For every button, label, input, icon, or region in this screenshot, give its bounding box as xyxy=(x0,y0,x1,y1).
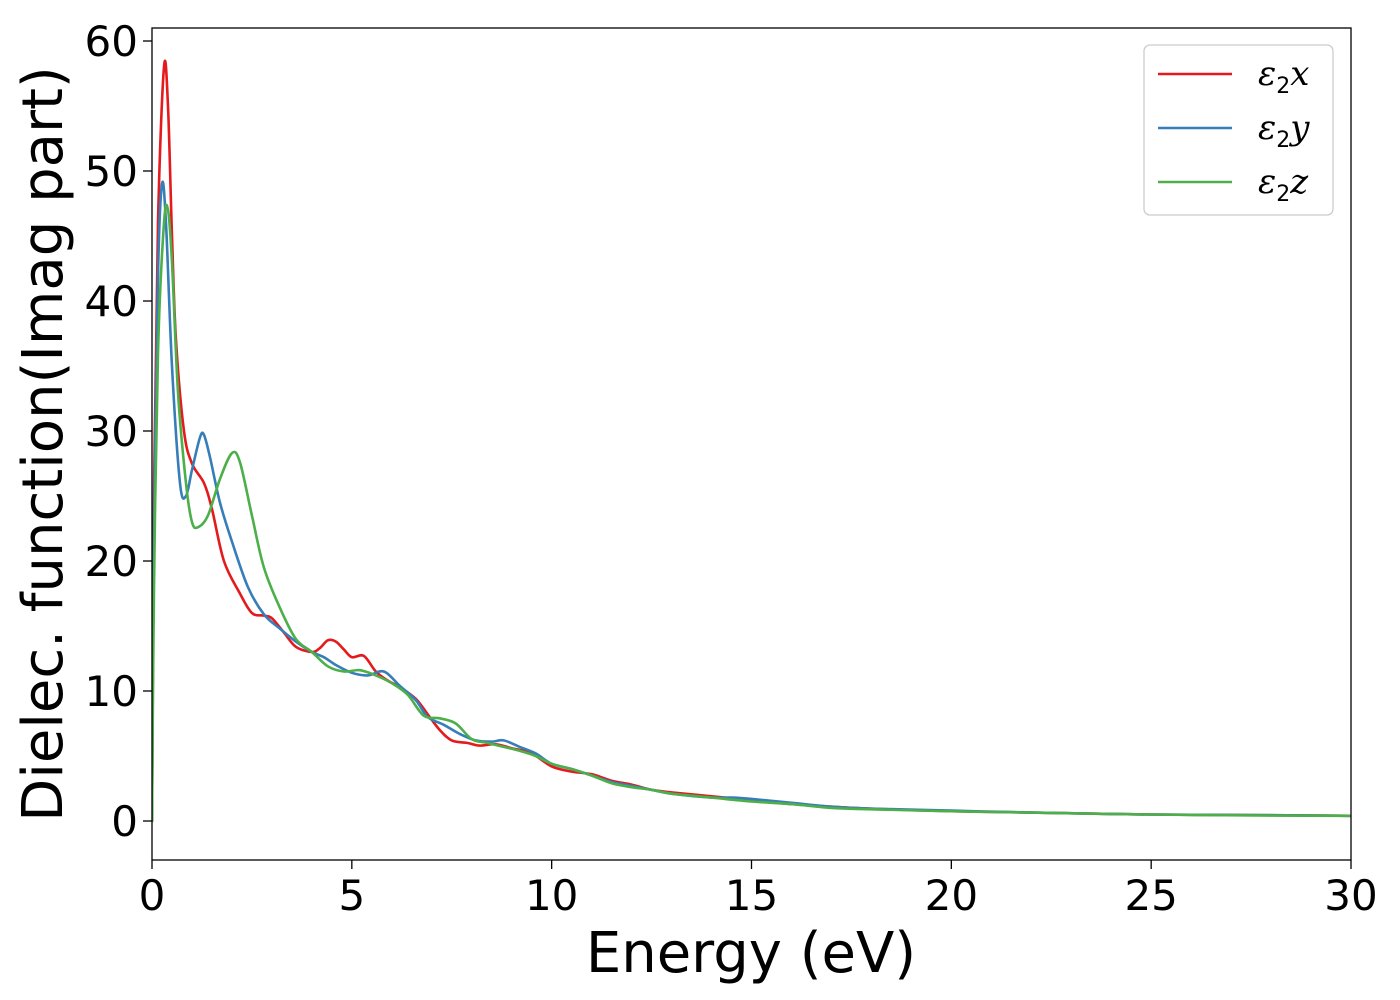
y-tick-label: 30 xyxy=(85,407,138,456)
x-tick-label: 20 xyxy=(925,871,978,920)
legend-label-z: ε2z xyxy=(1258,162,1309,207)
y-tick-label: 60 xyxy=(85,17,138,66)
y-tick-label: 50 xyxy=(85,147,138,196)
y-tick-label: 10 xyxy=(85,667,138,716)
x-tick-label: 0 xyxy=(139,871,166,920)
legend-label-y: ε2y xyxy=(1258,108,1310,153)
x-tick-label: 30 xyxy=(1324,871,1377,920)
legend-label-x: ε2x xyxy=(1258,54,1309,99)
x-axis-title: Energy (eV) xyxy=(586,921,916,986)
y-axis: 0 10 20 30 40 50 60 xyxy=(85,17,152,846)
y-axis-title: Dielec. function(Imag part) xyxy=(11,66,76,822)
y-tick-label: 40 xyxy=(85,277,138,326)
legend-box xyxy=(1143,44,1334,216)
series-line-y xyxy=(152,180,1351,823)
legend: ε2x ε2y ε2z xyxy=(1143,44,1334,216)
x-axis: 0 5 10 15 20 25 30 xyxy=(139,860,1378,920)
x-tick-label: 25 xyxy=(1124,871,1177,920)
y-tick-label: 0 xyxy=(111,797,138,846)
x-tick-label: 5 xyxy=(338,871,365,920)
series-lines xyxy=(152,59,1351,823)
series-line-z xyxy=(152,203,1351,823)
y-tick-label: 20 xyxy=(85,537,138,586)
x-tick-label: 10 xyxy=(525,871,578,920)
x-tick-label: 15 xyxy=(725,871,778,920)
